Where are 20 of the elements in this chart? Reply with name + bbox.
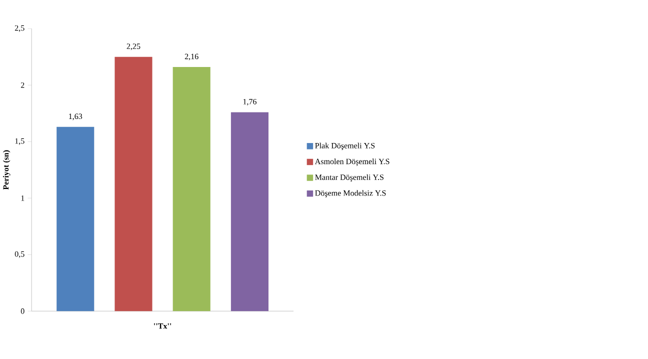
data-label: 1,63	[69, 114, 82, 120]
y-tick-label: 2	[20, 82, 24, 88]
y-tick-label: 0,5	[14, 252, 24, 258]
legend-label: Plak Döşemeli Y.S	[315, 142, 375, 150]
x-axis-title: ''Tx''	[154, 324, 172, 329]
y-tick-label: 0	[20, 308, 24, 314]
bar	[114, 57, 152, 312]
bar	[172, 67, 210, 312]
data-label: 1,76	[243, 99, 256, 106]
y-tick-label: 1,5	[15, 138, 24, 146]
legend-label: Mantar Döşemeli Y.S	[315, 174, 384, 182]
legend-label: Asmolen Döşemeli Y.S	[314, 158, 390, 166]
y-tick-label: 1	[21, 196, 24, 202]
bar	[56, 127, 94, 312]
bar	[230, 112, 268, 312]
y-axis-title: Periyot (sn)	[2, 150, 10, 190]
data-label: 2,16	[184, 54, 198, 61]
legend-label: Döşeme Modelsiz Y.S	[315, 190, 386, 198]
y-tick-label: 2,5	[14, 26, 24, 32]
data-label: 2,25	[126, 44, 140, 50]
